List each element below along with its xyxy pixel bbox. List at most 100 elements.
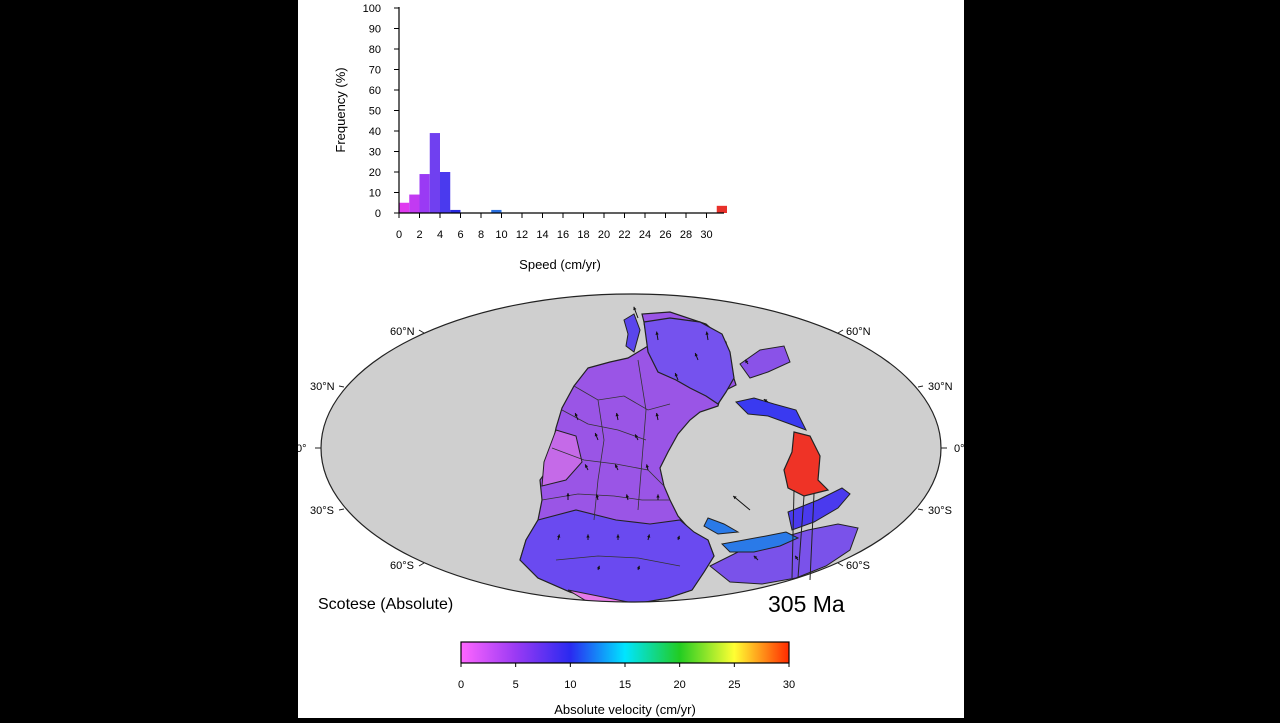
lat-label-30s-left: 30°S [310, 505, 334, 517]
velocity-arrow-3 [634, 434, 639, 441]
y-tick-label-8: 80 [369, 44, 381, 56]
colorbar-tick-label-5: 25 [728, 679, 740, 691]
lat-label-60s-left: 60°S [390, 560, 414, 572]
velocity-arrow-6 [614, 464, 619, 471]
continents [519, 311, 859, 602]
northern-peninsula [623, 313, 641, 353]
y-tick-label-3: 30 [369, 147, 381, 159]
western-pink-margin [541, 429, 583, 487]
velocity-arrow-2 [615, 412, 619, 421]
eastern-terrane-north [739, 345, 791, 379]
lat-label-60s-right: 60°S [846, 560, 870, 572]
velocity-arrow-19 [674, 372, 679, 381]
interior-cracks [541, 359, 681, 567]
velocity-colorbar: 0 5 10 15 20 25 30 Absolute velocity (cm/yr) [458, 641, 795, 717]
velocity-arrow-8 [566, 493, 570, 500]
velocity-arrow-16 [676, 535, 681, 541]
y-tick-label-10: 100 [363, 3, 381, 15]
histogram-bar-1 [409, 194, 420, 213]
blue-arc-terrane-2 [720, 531, 800, 553]
velocity-arrow-13 [586, 534, 590, 540]
x-tick-label-9: 18 [577, 229, 589, 241]
colorbar-tick-label-3: 15 [619, 679, 631, 691]
lat-label-eq-right: 0° [954, 443, 964, 455]
velocity-arrow-20 [694, 352, 699, 361]
colorbar-tick-label-2: 10 [564, 679, 576, 691]
colorbar-tick-label-6: 30 [783, 679, 795, 691]
lat-label-60n-right: 60°N [846, 326, 871, 338]
histogram-x-ticks: 0 2 4 6 8 10 12 14 16 18 20 22 24 26 28 30 [396, 213, 713, 241]
velocity-arrow-12 [557, 534, 561, 541]
histogram-y-ticks: 0 10 20 30 40 50 60 70 80 90 100 [363, 3, 399, 220]
x-tick-label-10: 20 [598, 229, 610, 241]
histogram-bar-2 [419, 174, 430, 213]
velocity-arrow-10 [625, 494, 629, 501]
x-tick-label-1: 2 [416, 229, 422, 241]
eastern-terrane-mid [735, 397, 808, 431]
velocity-arrow-23 [744, 359, 749, 365]
x-tick-label-4: 8 [478, 229, 484, 241]
plate-velocity-map: 60°N 60°N 30°N 30°N 0° 0° 30°S 30°S 60°S… [296, 293, 965, 617]
velocity-arrow-17 [596, 565, 601, 571]
velocity-arrow-22 [705, 331, 709, 341]
x-tick-label-0: 0 [396, 229, 402, 241]
y-tick-label-6: 60 [369, 85, 381, 97]
velocity-arrow-0 [574, 412, 579, 421]
northern-landmass [643, 317, 735, 405]
colorbar-ticks: 0 5 10 15 20 25 30 [458, 663, 795, 691]
histogram-bar-0 [399, 202, 410, 213]
histogram-bar-5 [450, 209, 461, 213]
velocity-arrow-5 [584, 464, 589, 471]
histogram-bar-7 [716, 205, 727, 213]
lat-label-30n-right: 30°N [928, 381, 953, 393]
histogram-bar-4 [440, 172, 451, 213]
x-tick-label-12: 24 [639, 229, 651, 241]
lat-label-30s-right: 30°S [928, 505, 952, 517]
velocity-arrow-14 [616, 534, 620, 540]
x-tick-label-6: 12 [516, 229, 528, 241]
plate-trace-line-2 [809, 493, 815, 581]
x-tick-label-11: 22 [618, 229, 630, 241]
lat-label-60n-left: 60°N [390, 326, 415, 338]
x-tick-label-5: 10 [495, 229, 507, 241]
histogram-bar-6 [491, 209, 502, 213]
colorbar-label: Absolute velocity (cm/yr) [554, 702, 696, 717]
velocity-arrow-18 [636, 565, 641, 571]
x-tick-label-15: 30 [700, 229, 712, 241]
x-tick-label-7: 14 [536, 229, 548, 241]
figure-panel: 0 10 20 30 40 50 60 70 80 90 100 0 2 4 6 8 10 12 14 16 18 20… [296, 0, 965, 718]
histogram-x-label: Speed (cm/yr) [519, 257, 601, 272]
velocity-arrow-28 [633, 306, 639, 319]
x-tick-label-14: 28 [680, 229, 692, 241]
histogram-bars [399, 133, 727, 213]
histogram-bar-3 [429, 133, 440, 213]
blue-arc-terrane [703, 517, 740, 535]
x-tick-label-3: 6 [457, 229, 463, 241]
colorbar-tick-label-1: 5 [513, 679, 519, 691]
colorbar-tick-label-4: 20 [674, 679, 686, 691]
plate-trace-line-0 [791, 489, 795, 579]
model-label: Scotese (Absolute) [318, 596, 453, 613]
lat-label-eq-left: 0° [298, 443, 307, 455]
y-tick-label-5: 50 [369, 106, 381, 118]
y-tick-label-7: 70 [369, 65, 381, 77]
y-tick-label-4: 40 [369, 126, 381, 138]
colorbar-tick-label-0: 0 [458, 679, 464, 691]
velocity-arrow-21 [655, 331, 659, 341]
velocity-arrow-1 [594, 432, 599, 441]
velocity-arrow-15 [647, 534, 651, 541]
latitude-tick-marks [315, 329, 947, 567]
x-tick-label-8: 16 [557, 229, 569, 241]
y-tick-label-1: 10 [369, 188, 381, 200]
histogram-y-label: Frequency (%) [333, 67, 348, 152]
y-tick-label-9: 90 [369, 24, 381, 36]
fast-plate-red [783, 431, 830, 497]
eastern-strip [787, 487, 851, 531]
y-tick-label-0: 0 [375, 208, 381, 220]
velocity-arrows [557, 306, 815, 581]
latitude-labels: 60°N 60°N 30°N 30°N 0° 0° 30°S 30°S 60°S… [296, 326, 965, 572]
velocity-arrow-4 [655, 412, 659, 421]
x-tick-label-2: 4 [437, 229, 443, 241]
velocity-arrow-9 [595, 494, 599, 501]
age-label: 305 Ma [768, 591, 845, 617]
